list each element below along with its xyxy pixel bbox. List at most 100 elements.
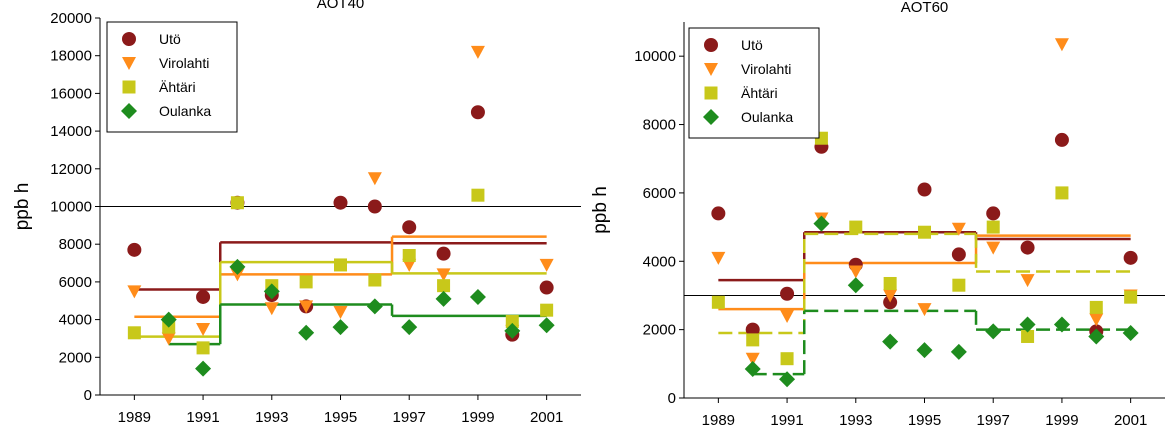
- chart1-point-oulanka: [263, 283, 280, 300]
- chart2-legend: Utö Virolahti Ähtäri Oulanka: [688, 27, 820, 139]
- chart2-point-virolahti: [1020, 274, 1035, 288]
- chart1-xtick-label: 1993: [255, 409, 288, 426]
- chart1-ytick-label: 6000: [59, 274, 92, 291]
- chart2-point-oulanka: [847, 277, 864, 294]
- chart2-point-virolahti: [711, 251, 726, 265]
- chart2-point-oulanka: [916, 342, 933, 359]
- chart2-ytick-label: 10000: [634, 48, 676, 65]
- chart1-point-ut-: [127, 242, 142, 257]
- chart2-ytick-label: 0: [668, 390, 676, 407]
- chart1-point--ht-ri: [368, 273, 382, 287]
- chart1-point--ht-ri: [437, 279, 451, 293]
- chart2-point--ht-ri: [1124, 290, 1138, 304]
- chart1-point-ut-: [333, 195, 348, 210]
- aot40-chart: AOT40 0 2000 4000 6000 8000 10000 12000 14000 160…: [12, 0, 581, 426]
- chart2-point-ut-: [780, 286, 795, 301]
- chart1-xtick-label: 1997: [393, 409, 426, 426]
- chart1-legend-label-ut-: Utö: [159, 31, 181, 47]
- chart2-point--ht-ri: [780, 352, 794, 366]
- chart2-xtick-label: 1993: [839, 412, 872, 429]
- chart2-ytick-label: 2000: [643, 322, 676, 339]
- chart1-point--ht-ri: [127, 326, 141, 340]
- chart1-point-virolahti: [127, 285, 142, 299]
- chart1-point-ut-: [402, 220, 417, 235]
- chart1-xtick-label: 1999: [461, 409, 494, 426]
- chart1-point-oulanka: [504, 322, 521, 339]
- chart2-point--ht-ri: [1089, 300, 1103, 314]
- chart1-point--ht-ri: [471, 188, 485, 202]
- chart2-point-oulanka: [950, 343, 967, 360]
- chart2-point--ht-ri: [986, 220, 1000, 234]
- chart1-title: AOT40: [317, 0, 365, 12]
- chart2-point-oulanka: [744, 360, 761, 377]
- chart1-point--ht-ri: [230, 196, 244, 210]
- chart1-ytick-label: 2000: [59, 349, 92, 366]
- chart1-point-oulanka: [366, 298, 383, 315]
- chart1-legend-marker--ht-ri: [122, 80, 136, 94]
- chart2-xtick-label: 1999: [1045, 412, 1078, 429]
- chart2-title: AOT60: [901, 0, 949, 16]
- chart1-ytick-label: 0: [84, 387, 92, 404]
- chart2-point--ht-ri: [918, 225, 931, 239]
- chart2-ytick-label: 4000: [643, 253, 676, 270]
- chart1-ytick-label: 10000: [50, 199, 92, 216]
- chart2-legend-marker-virolahti: [704, 63, 718, 76]
- chart2-point-virolahti: [848, 265, 863, 279]
- chart1-point-virolahti: [196, 323, 211, 337]
- chart1-point-oulanka: [298, 324, 315, 341]
- chart2-point-oulanka: [1088, 328, 1105, 345]
- chart2-point--ht-ri: [711, 295, 725, 309]
- chart1-ytick-label: 18000: [50, 48, 92, 65]
- chart1-point-virolahti: [402, 258, 417, 272]
- chart1-point-virolahti: [333, 306, 348, 320]
- chart2-point-oulanka: [1019, 316, 1036, 333]
- chart1-ylabel: ppb h: [12, 183, 33, 231]
- chart1-point--ht-ri: [334, 258, 347, 272]
- chart2-point-ut-: [1020, 240, 1035, 255]
- chart2-legend-label-virolahti: Virolahti: [741, 61, 791, 77]
- chart1-point-ut-: [470, 105, 485, 120]
- chart1-legend-marker-virolahti: [122, 57, 136, 70]
- chart1-ytick-label: 8000: [59, 236, 92, 253]
- chart1-point--ht-ri: [299, 275, 313, 289]
- chart1-point--ht-ri: [402, 249, 416, 263]
- chart1-point-virolahti: [539, 258, 554, 272]
- chart2-point-ut-: [745, 322, 760, 337]
- chart1-xtick-label: 1989: [118, 409, 151, 426]
- chart2-legend-label-oulanka: Oulanka: [741, 109, 793, 125]
- chart2-ylabel: ppb h: [590, 186, 611, 234]
- chart1-xtick-label: 2001: [530, 409, 563, 426]
- chart1-ytick-label: 4000: [59, 312, 92, 329]
- chart2-point-virolahti: [883, 289, 898, 303]
- chart1-point-virolahti: [299, 300, 314, 314]
- chart2-point--ht-ri: [952, 278, 966, 292]
- chart1-xtick-label: 1995: [324, 409, 357, 426]
- chart1-point-oulanka: [229, 258, 246, 275]
- chart1-point-oulanka: [469, 288, 486, 305]
- chart2-point-ut-: [986, 206, 1001, 221]
- chart2-point-virolahti: [917, 303, 932, 317]
- chart2-xtick-label: 1989: [702, 412, 735, 429]
- chart2-point-virolahti: [1054, 38, 1069, 52]
- chart1-ytick-label: 16000: [50, 85, 92, 102]
- chart2-point--ht-ri: [883, 276, 897, 290]
- chart2-point-virolahti: [745, 352, 760, 366]
- chart2-point-oulanka: [1122, 325, 1139, 342]
- chart1-ytick-label: 12000: [50, 161, 92, 178]
- chart1-legend-label--ht-ri: Ähtäri: [159, 79, 196, 95]
- chart1-point-oulanka: [332, 319, 349, 336]
- chart1-point-virolahti: [367, 172, 382, 186]
- chart2-point-virolahti: [780, 309, 795, 323]
- chart2-xtick-label: 1995: [908, 412, 941, 429]
- chart2-legend-label-ut-: Utö: [741, 37, 763, 53]
- chart1-point--ht-ri: [505, 314, 519, 328]
- chart2-xtick-label: 2001: [1114, 412, 1147, 429]
- chart2-point--ht-ri: [1055, 186, 1069, 200]
- chart2-point-ut-: [1054, 132, 1069, 147]
- chart2-ytick-label: 8000: [643, 117, 676, 134]
- chart2-point-ut-: [711, 206, 726, 221]
- chart2-point-ut-: [951, 247, 966, 262]
- chart2-point-ut-: [1123, 250, 1138, 265]
- chart1-point-oulanka: [195, 360, 212, 377]
- chart2-ytick-label: 6000: [643, 185, 676, 202]
